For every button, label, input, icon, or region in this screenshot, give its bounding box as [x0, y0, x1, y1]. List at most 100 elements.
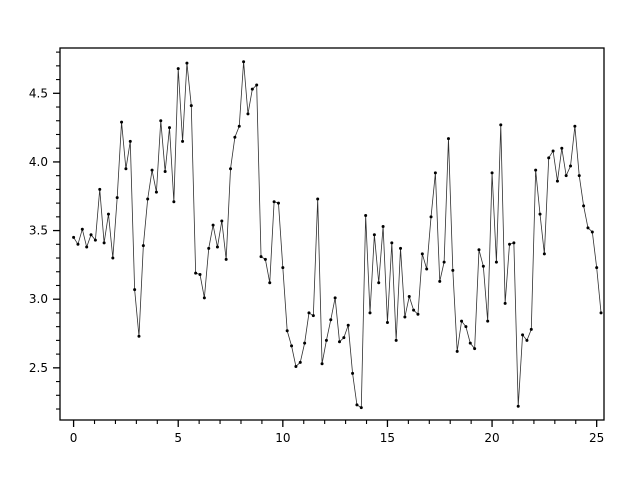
data-point-marker — [377, 281, 381, 285]
data-point-marker — [516, 404, 520, 408]
data-point-marker — [229, 167, 233, 171]
data-point-marker — [311, 314, 315, 318]
data-point-marker — [189, 104, 193, 108]
data-point-marker — [512, 241, 516, 245]
data-point-marker — [246, 112, 250, 116]
data-point-marker — [263, 257, 267, 261]
data-point-marker — [399, 246, 403, 250]
data-point-marker — [76, 242, 80, 246]
data-point-marker — [390, 241, 394, 245]
data-point-marker — [168, 126, 171, 130]
data-point-marker — [329, 318, 333, 322]
data-point-marker — [272, 200, 276, 204]
data-point-marker — [464, 325, 468, 329]
x-axis-tick-label: 0 — [70, 431, 78, 445]
x-axis-tick-label: 10 — [275, 431, 290, 445]
data-point-marker — [220, 219, 224, 223]
data-point-marker — [564, 174, 568, 178]
data-point-marker — [150, 168, 154, 172]
data-point-marker — [259, 255, 263, 259]
data-point-marker — [85, 245, 89, 249]
data-point-marker — [250, 87, 254, 91]
data-point-marker — [420, 252, 424, 256]
x-axis-tick-label: 5 — [174, 431, 182, 445]
data-point-marker — [425, 267, 429, 271]
data-point-marker — [98, 187, 102, 191]
data-point-marker — [490, 171, 494, 175]
data-point-marker — [494, 260, 498, 264]
data-point-marker — [298, 360, 302, 364]
data-point-marker — [573, 124, 577, 128]
data-point-marker — [538, 212, 542, 216]
data-point-marker — [338, 340, 341, 344]
plot-frame — [59, 47, 605, 421]
data-point-marker — [385, 321, 389, 325]
data-point-marker — [176, 67, 180, 71]
data-point-marker — [381, 224, 385, 228]
data-point-marker — [394, 338, 398, 342]
data-point-marker — [172, 200, 176, 204]
data-point-marker — [460, 319, 464, 323]
data-point-marker — [93, 238, 97, 242]
data-point-marker — [372, 233, 376, 237]
data-point-marker — [163, 170, 167, 174]
data-point-marker — [547, 156, 551, 160]
data-point-marker — [412, 308, 416, 312]
data-series-markers — [72, 60, 603, 410]
data-point-marker — [442, 260, 446, 264]
data-point-marker — [446, 137, 450, 141]
data-point-marker — [355, 403, 359, 407]
data-point-marker — [233, 135, 237, 139]
data-point-marker — [224, 257, 228, 261]
data-point-marker — [316, 197, 320, 201]
data-point-marker — [154, 190, 158, 194]
data-point-marker — [72, 235, 76, 239]
data-point-marker — [133, 288, 137, 292]
data-point-marker — [281, 266, 285, 270]
data-point-marker — [481, 264, 485, 268]
data-point-marker — [534, 168, 538, 172]
data-point-marker — [438, 279, 442, 283]
data-point-marker — [582, 204, 586, 208]
data-point-marker — [451, 268, 455, 272]
data-point-marker — [368, 311, 372, 315]
data-point-marker — [433, 171, 437, 175]
data-point-marker — [80, 227, 84, 231]
data-point-marker — [346, 323, 350, 327]
data-point-marker — [202, 296, 206, 300]
data-point-marker — [486, 319, 490, 323]
data-point-marker — [342, 336, 346, 340]
data-point-marker — [137, 334, 141, 338]
data-point-marker — [290, 344, 294, 348]
data-point-marker — [111, 256, 115, 260]
data-point-marker — [586, 226, 590, 230]
data-point-marker — [555, 179, 559, 183]
x-axis-tick-label: 25 — [589, 431, 604, 445]
data-point-marker — [159, 119, 163, 123]
data-point-marker — [124, 167, 128, 171]
data-point-marker — [499, 123, 503, 127]
data-point-marker — [128, 139, 132, 143]
data-point-marker — [215, 245, 219, 249]
data-point-marker — [477, 248, 481, 252]
data-point-marker — [146, 197, 150, 201]
data-point-marker — [473, 347, 477, 351]
data-point-marker — [508, 242, 511, 246]
data-point-marker — [359, 406, 363, 410]
data-point-marker — [529, 327, 533, 331]
data-point-marker — [333, 296, 337, 300]
data-point-marker — [181, 139, 185, 143]
data-point-marker — [211, 223, 215, 227]
data-point-marker — [185, 61, 189, 65]
data-point-marker — [320, 362, 324, 366]
data-point-marker — [599, 311, 603, 315]
data-point-marker — [294, 364, 298, 368]
y-axis-tick-label: 2.5 — [29, 361, 48, 375]
data-point-marker — [542, 252, 546, 256]
data-point-marker — [237, 124, 241, 128]
data-point-marker — [89, 233, 93, 237]
data-point-marker — [351, 371, 355, 375]
x-axis-tick-label: 15 — [380, 431, 395, 445]
data-point-marker — [276, 201, 280, 205]
